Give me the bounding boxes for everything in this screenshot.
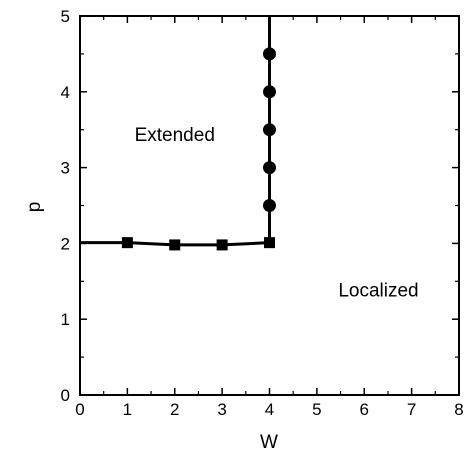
- x-tick-label: 5: [312, 400, 321, 419]
- x-tick-label: 8: [454, 400, 463, 419]
- x-tick-label: 0: [75, 400, 84, 419]
- y-tick-label: 4: [61, 83, 70, 102]
- region-label-extended: Extended: [135, 125, 215, 146]
- x-tick-label: 7: [407, 400, 416, 419]
- y-tick-label: 1: [61, 310, 70, 329]
- x-tick-label: 3: [217, 400, 226, 419]
- region-label-localized: Localized: [338, 280, 418, 301]
- circle-marker: [263, 123, 276, 137]
- circle-marker: [263, 85, 276, 99]
- x-axis-label: W: [260, 432, 278, 453]
- y-tick-label: 5: [61, 7, 70, 26]
- x-tick-label: 1: [123, 400, 132, 419]
- y-axis-label: p: [24, 202, 45, 213]
- circle-marker: [263, 161, 276, 175]
- y-tick-label: 3: [61, 159, 70, 178]
- x-tick-label: 2: [170, 400, 179, 419]
- square-marker: [121, 237, 133, 249]
- ticks: 0 1 2 3 4 5 6 7 8 0 1 2 3 4 5: [61, 7, 464, 419]
- data-markers: [121, 47, 276, 251]
- x-tick-label: 6: [360, 400, 369, 419]
- circle-marker: [263, 47, 276, 61]
- x-tick-label: 4: [265, 400, 274, 419]
- circle-marker: [263, 199, 276, 212]
- square-marker: [169, 239, 181, 251]
- y-tick-label: 2: [61, 234, 70, 253]
- labels: W p Extended Localized: [24, 125, 419, 453]
- square-marker: [264, 237, 275, 249]
- y-tick-label: 0: [61, 386, 70, 405]
- square-marker: [216, 239, 228, 251]
